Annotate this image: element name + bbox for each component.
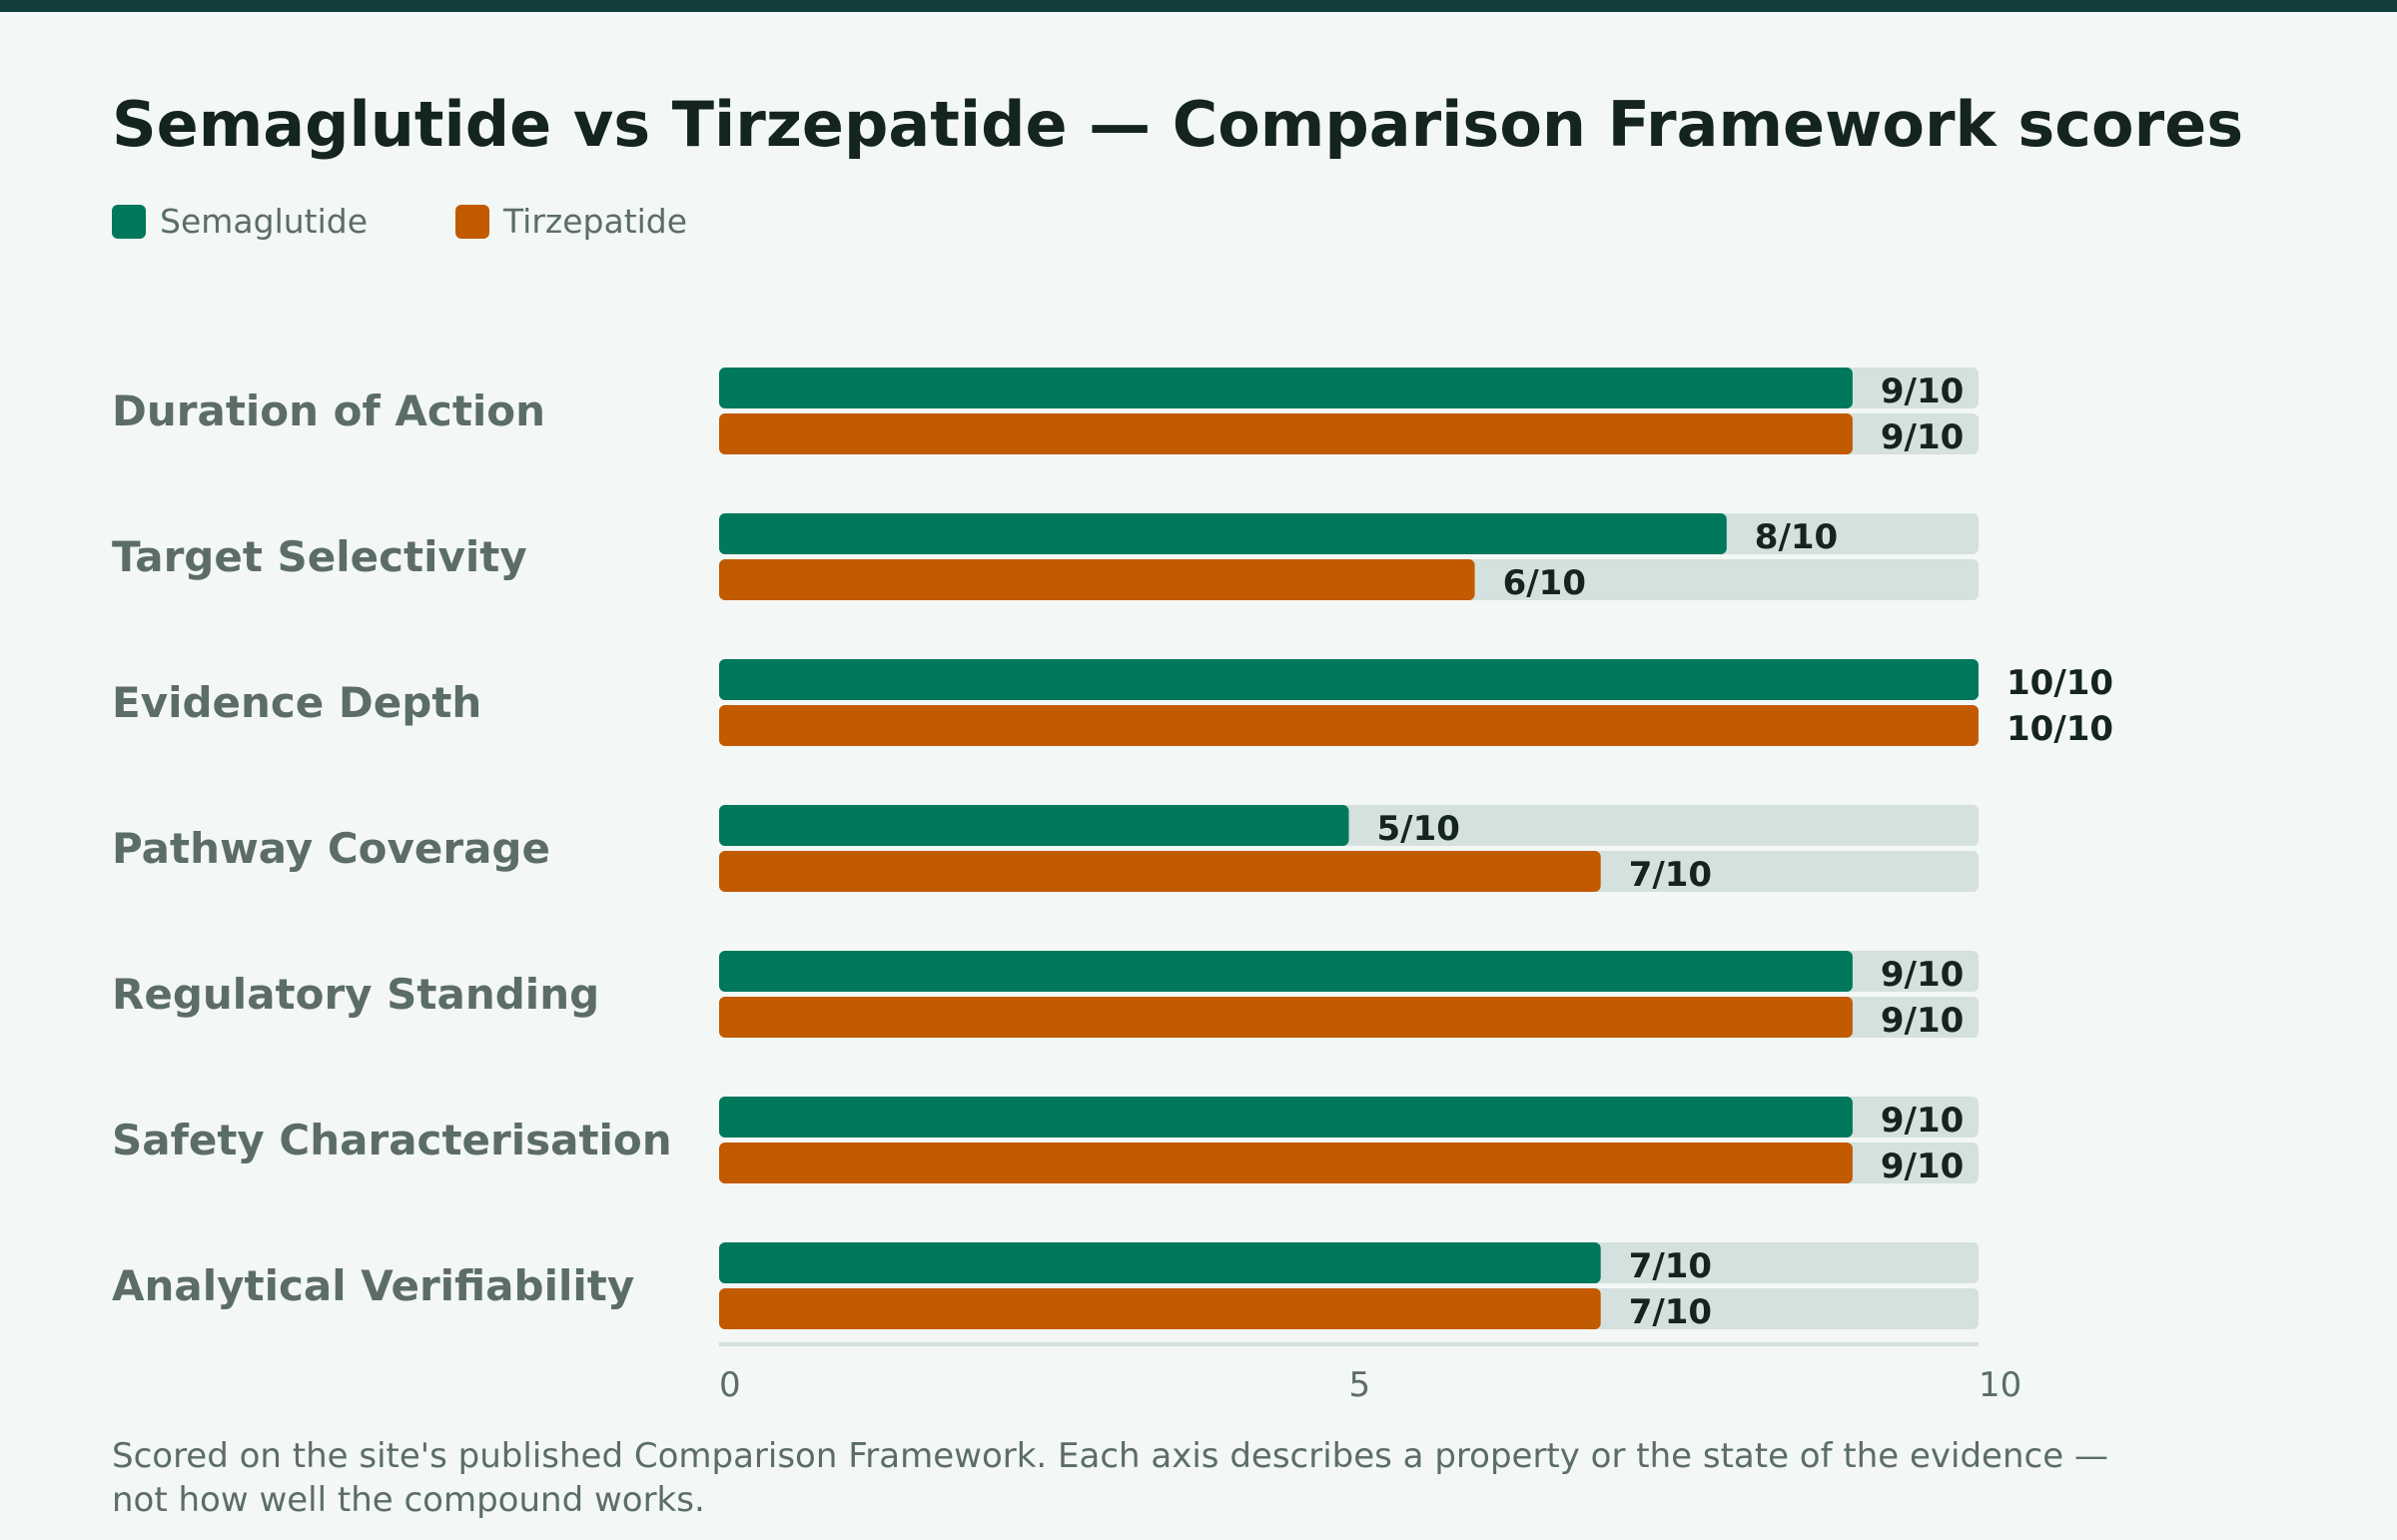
value-label-regulatory-standing-tirzepatide: 9/10 (1881, 1001, 1964, 1041)
bar-safety-characterisation-tirzepatide (719, 1143, 1853, 1183)
legend: Semaglutide Tirzepatide (112, 202, 775, 241)
bar-duration-of-action-tirzepatide (719, 413, 1853, 454)
value-label-pathway-coverage-semaglutide: 5/10 (1377, 809, 1460, 849)
bar-analytical-verifiability-tirzepatide (719, 1288, 1601, 1329)
category-label-duration-of-action: Duration of Action (112, 386, 545, 435)
bar-pathway-coverage-tirzepatide (719, 851, 1601, 892)
legend-item-tirzepatide: Tirzepatide (455, 202, 687, 241)
value-label-regulatory-standing-semaglutide: 9/10 (1881, 955, 1964, 995)
legend-label-tirzepatide: Tirzepatide (503, 202, 688, 241)
bar-target-selectivity-tirzepatide (719, 559, 1475, 600)
bar-regulatory-standing-semaglutide (719, 951, 1853, 992)
value-label-target-selectivity-semaglutide: 8/10 (1755, 517, 1838, 557)
bar-safety-characterisation-semaglutide (719, 1097, 1853, 1138)
value-label-duration-of-action-tirzepatide: 9/10 (1881, 417, 1964, 457)
bar-analytical-verifiability-semaglutide (719, 1242, 1601, 1283)
top-accent-bar (0, 0, 2397, 12)
category-label-safety-characterisation: Safety Characterisation (112, 1116, 672, 1164)
category-label-analytical-verifiability: Analytical Verifiability (112, 1261, 634, 1310)
category-label-regulatory-standing: Regulatory Standing (112, 970, 599, 1019)
x-tick-label-10: 10 (1979, 1365, 2021, 1405)
chart-footnote: Scored on the site's published Compariso… (112, 1436, 2108, 1520)
value-label-evidence-depth-tirzepatide: 10/10 (2006, 709, 2113, 749)
value-label-analytical-verifiability-tirzepatide: 7/10 (1629, 1292, 1712, 1332)
value-label-pathway-coverage-tirzepatide: 7/10 (1629, 855, 1712, 895)
bar-target-selectivity-semaglutide (719, 513, 1727, 554)
bar-duration-of-action-semaglutide (719, 368, 1853, 408)
category-label-target-selectivity: Target Selectivity (112, 532, 527, 581)
legend-swatch-tirzepatide (455, 204, 490, 239)
value-label-duration-of-action-semaglutide: 9/10 (1881, 372, 1964, 411)
category-label-evidence-depth: Evidence Depth (112, 678, 481, 727)
bar-regulatory-standing-tirzepatide (719, 997, 1853, 1038)
legend-swatch-semaglutide (112, 204, 146, 239)
bar-pathway-coverage-semaglutide (719, 805, 1349, 846)
value-label-target-selectivity-tirzepatide: 6/10 (1503, 563, 1586, 603)
value-label-evidence-depth-semaglutide: 10/10 (2006, 663, 2113, 703)
x-tick-label-0: 0 (719, 1365, 741, 1405)
legend-label-semaglutide: Semaglutide (160, 202, 369, 241)
value-label-safety-characterisation-semaglutide: 9/10 (1881, 1101, 1964, 1141)
chart-title: Semaglutide vs Tirzepatide — Comparison … (112, 88, 2244, 161)
bar-evidence-depth-semaglutide (719, 659, 1979, 700)
bar-evidence-depth-tirzepatide (719, 705, 1979, 746)
category-label-pathway-coverage: Pathway Coverage (112, 824, 550, 873)
x-tick-label-5: 5 (1349, 1365, 1371, 1405)
legend-item-semaglutide: Semaglutide (112, 202, 368, 241)
value-label-analytical-verifiability-semaglutide: 7/10 (1629, 1246, 1712, 1286)
value-label-safety-characterisation-tirzepatide: 9/10 (1881, 1147, 1964, 1186)
